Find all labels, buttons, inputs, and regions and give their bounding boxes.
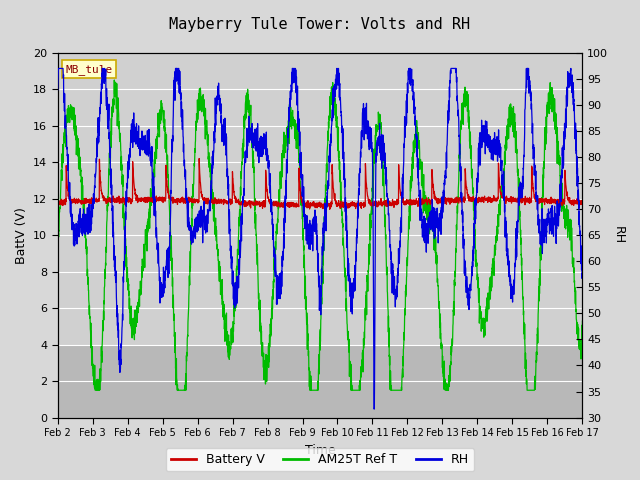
Legend: Battery V, AM25T Ref T, RH: Battery V, AM25T Ref T, RH xyxy=(166,448,474,471)
Text: Mayberry Tule Tower: Volts and RH: Mayberry Tule Tower: Volts and RH xyxy=(170,17,470,32)
Y-axis label: BattV (V): BattV (V) xyxy=(15,207,28,264)
Bar xyxy=(58,53,582,345)
Y-axis label: RH: RH xyxy=(612,226,625,244)
Text: MB_tule: MB_tule xyxy=(65,64,113,75)
X-axis label: Time: Time xyxy=(305,444,335,456)
